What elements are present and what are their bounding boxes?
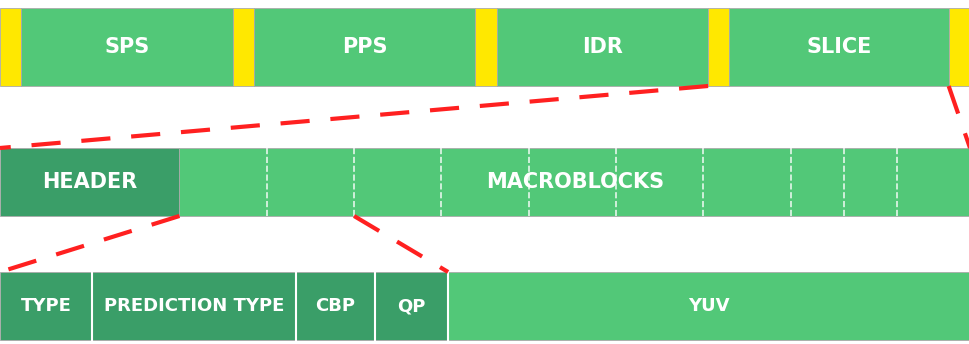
Text: CBP: CBP: [315, 297, 356, 315]
Bar: [0, 148, 179, 216]
Bar: [296, 272, 375, 340]
Text: QP: QP: [397, 297, 425, 315]
Bar: [448, 272, 969, 340]
Text: HEADER: HEADER: [42, 172, 138, 192]
Bar: [233, 8, 254, 86]
Bar: [0, 272, 92, 340]
Text: PREDICTION TYPE: PREDICTION TYPE: [104, 297, 284, 315]
Bar: [254, 8, 475, 86]
Bar: [0, 8, 21, 86]
Bar: [375, 272, 448, 340]
Text: SLICE: SLICE: [805, 37, 871, 57]
Text: PPS: PPS: [342, 37, 387, 57]
Bar: [729, 8, 948, 86]
Text: SPS: SPS: [105, 37, 149, 57]
Text: TYPE: TYPE: [20, 297, 72, 315]
Bar: [475, 8, 496, 86]
Bar: [21, 8, 233, 86]
Text: YUV: YUV: [688, 297, 729, 315]
Text: IDR: IDR: [581, 37, 622, 57]
Bar: [707, 8, 729, 86]
Text: MACROBLOCKS: MACROBLOCKS: [485, 172, 663, 192]
Bar: [92, 272, 296, 340]
Bar: [179, 148, 969, 216]
Bar: [948, 8, 969, 86]
Bar: [496, 8, 707, 86]
